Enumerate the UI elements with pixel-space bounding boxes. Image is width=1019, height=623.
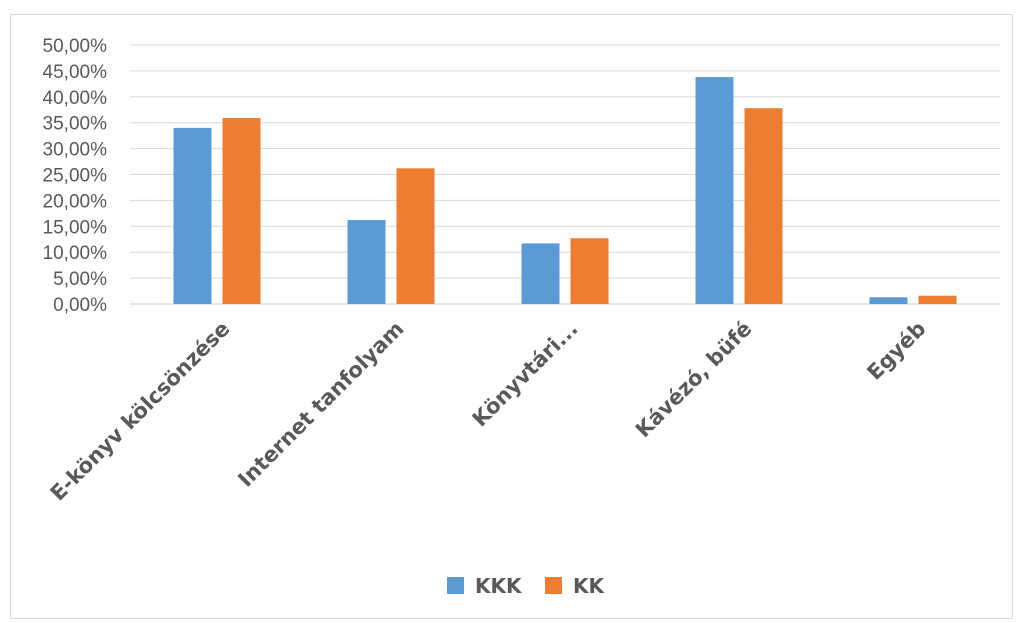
- y-tick-label: 45,00%: [43, 62, 108, 83]
- y-tick-label: 50,00%: [43, 36, 108, 57]
- bar-kkk-4: [695, 77, 734, 304]
- bar-kk-3: [570, 238, 609, 304]
- category-label: E-könyv kölcsönzése: [46, 317, 235, 506]
- y-axis-ticks: 0,00% 5,00% 10,00% 15,00% 20,00% 25,00% 30,00%…: [43, 36, 108, 316]
- legend-swatch-kkk: [447, 577, 464, 594]
- category-label: Internet tanfolyam: [233, 317, 408, 492]
- bar-kk-1: [222, 118, 261, 305]
- bar-kkk-5: [869, 297, 908, 304]
- legend-label-kkk: KKK: [475, 574, 523, 598]
- y-tick-label: 40,00%: [43, 88, 108, 109]
- bar-kkk-2: [347, 220, 386, 304]
- y-tick-label: 10,00%: [43, 243, 108, 264]
- y-tick-label: 30,00%: [43, 140, 108, 161]
- bar-kk-4: [744, 108, 783, 304]
- chart-frame: [10, 14, 1013, 619]
- y-tick-label: 5,00%: [53, 269, 107, 290]
- legend: KKK KK: [447, 574, 605, 598]
- y-tick-label: 0,00%: [53, 295, 107, 316]
- legend-swatch-kk: [545, 577, 562, 594]
- bar-kkk-3: [521, 243, 560, 304]
- y-tick-label: 35,00%: [43, 114, 108, 135]
- y-tick-label: 25,00%: [43, 166, 108, 187]
- category-label: Egyéb: [862, 317, 930, 385]
- y-tick-label: 20,00%: [43, 191, 108, 212]
- category-label: Kávézó, büfé: [631, 317, 757, 443]
- bar-kk-2: [396, 168, 435, 304]
- bar-kk-5: [918, 295, 957, 304]
- gridlines: [130, 44, 1000, 305]
- bars: [173, 77, 957, 305]
- legend-label-kk: KK: [573, 574, 605, 598]
- bar-kkk-1: [173, 127, 212, 304]
- y-tick-label: 15,00%: [43, 217, 108, 238]
- category-label: Könyvtári...: [468, 317, 583, 432]
